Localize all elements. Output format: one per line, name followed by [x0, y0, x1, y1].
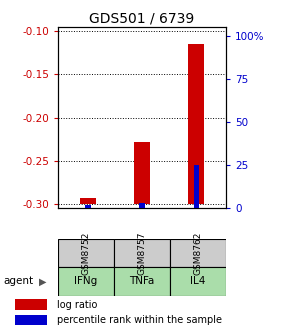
Text: GSM8752: GSM8752: [81, 231, 90, 275]
Bar: [14, 314, 46, 325]
Bar: [85, 205, 90, 208]
Text: log ratio: log ratio: [57, 300, 97, 310]
Text: percentile rank within the sample: percentile rank within the sample: [57, 315, 222, 325]
Bar: [58, 267, 114, 296]
Bar: [134, 142, 150, 204]
Text: GDS501 / 6739: GDS501 / 6739: [90, 12, 195, 26]
Bar: [14, 299, 46, 310]
Bar: [114, 239, 170, 267]
Bar: [188, 44, 204, 204]
Text: GSM8757: GSM8757: [137, 231, 147, 275]
Text: IL4: IL4: [191, 277, 206, 286]
Text: GSM8762: GSM8762: [194, 231, 203, 275]
Bar: [139, 203, 145, 208]
Bar: [58, 239, 114, 267]
Bar: [80, 198, 96, 204]
Text: IFNg: IFNg: [75, 277, 98, 286]
Text: TNFa: TNFa: [129, 277, 155, 286]
Text: agent: agent: [3, 277, 33, 286]
Bar: [194, 165, 199, 208]
Bar: [170, 239, 226, 267]
Bar: [114, 267, 170, 296]
Text: ▶: ▶: [39, 277, 47, 286]
Bar: [170, 267, 226, 296]
